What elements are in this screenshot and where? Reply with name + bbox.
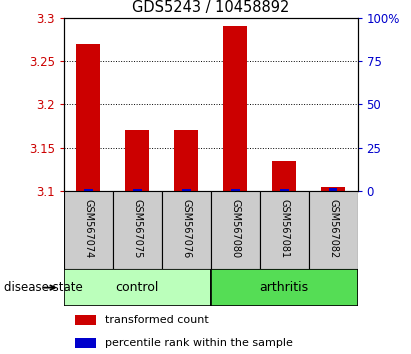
Bar <box>64 191 113 269</box>
Bar <box>64 269 210 306</box>
Bar <box>174 130 199 191</box>
Text: GSM567075: GSM567075 <box>132 199 142 258</box>
Bar <box>162 191 211 269</box>
Text: GSM567081: GSM567081 <box>279 199 289 258</box>
Bar <box>321 187 345 191</box>
Bar <box>76 338 96 348</box>
Bar <box>280 189 289 191</box>
Bar <box>84 189 92 191</box>
Bar <box>182 189 191 191</box>
Text: GSM567082: GSM567082 <box>328 199 338 258</box>
Bar <box>211 191 260 269</box>
Bar <box>133 189 141 191</box>
Bar <box>113 191 162 269</box>
Bar <box>272 161 296 191</box>
Text: GSM567080: GSM567080 <box>230 199 240 258</box>
Bar <box>223 26 247 191</box>
Text: percentile rank within the sample: percentile rank within the sample <box>105 338 293 348</box>
Bar <box>125 130 150 191</box>
Text: disease state: disease state <box>4 281 83 294</box>
Bar <box>76 315 96 325</box>
Bar <box>76 44 100 191</box>
Text: arthritis: arthritis <box>259 281 309 294</box>
Bar <box>329 188 337 191</box>
Bar <box>260 191 309 269</box>
Text: control: control <box>115 281 159 294</box>
Text: GSM567076: GSM567076 <box>181 199 191 258</box>
Bar <box>231 189 240 191</box>
Bar <box>210 269 358 306</box>
Text: transformed count: transformed count <box>105 315 209 325</box>
Bar <box>309 191 358 269</box>
Title: GDS5243 / 10458892: GDS5243 / 10458892 <box>132 0 289 15</box>
Text: GSM567074: GSM567074 <box>83 199 93 258</box>
